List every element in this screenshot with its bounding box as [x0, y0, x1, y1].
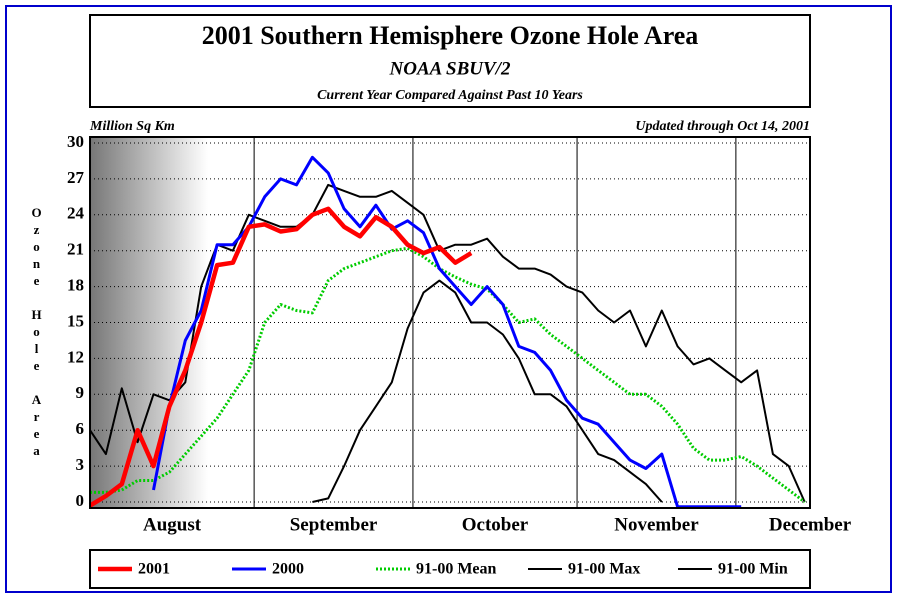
early-season-shade	[90, 137, 208, 508]
y-tick-label: 30	[67, 132, 84, 151]
y-tick-label: 21	[67, 240, 84, 259]
x-tick-label: November	[614, 514, 699, 535]
series-line	[89, 183, 806, 503]
y-tick-label: 0	[76, 491, 85, 510]
y-unit: Million Sq Km	[89, 119, 175, 134]
y-tick-label: 27	[67, 168, 85, 187]
y-tick-label: 9	[76, 383, 85, 402]
chart-note: Current Year Compared Against Past 10 Ye…	[317, 88, 583, 103]
updated-note: Updated through Oct 14, 2001	[635, 119, 810, 134]
y-tick-label: 24	[67, 204, 85, 223]
x-tick-label: August	[143, 514, 202, 535]
x-tick-label: October	[462, 514, 529, 535]
legend-label: 2001	[138, 561, 170, 578]
chart-title: 2001 Southern Hemisphere Ozone Hole Area	[202, 21, 699, 50]
legend-label: 91-00 Mean	[416, 561, 497, 578]
y-tick-label: 18	[67, 276, 84, 295]
y-tick-label: 15	[67, 311, 84, 330]
series-line	[88, 206, 473, 508]
legend-label: 2000	[272, 561, 304, 578]
y-tick-label: 6	[76, 419, 85, 438]
chart-subtitle: NOAA SBUV/2	[389, 58, 511, 79]
x-tick-label: December	[769, 514, 852, 535]
outer-frame	[5, 5, 892, 593]
title-box	[89, 14, 811, 108]
y-tick-label: 3	[76, 455, 85, 474]
legend-label: 91-00 Max	[568, 561, 640, 578]
plot-frame	[89, 136, 811, 509]
x-tick-label: September	[290, 514, 378, 535]
legend-label: 91-00 Min	[718, 561, 788, 578]
series-line	[152, 155, 742, 509]
y-axis-label: Ozone Hole Area	[29, 205, 44, 460]
series-line	[90, 246, 806, 504]
series-line	[312, 279, 663, 503]
y-tick-label: 12	[67, 347, 84, 366]
